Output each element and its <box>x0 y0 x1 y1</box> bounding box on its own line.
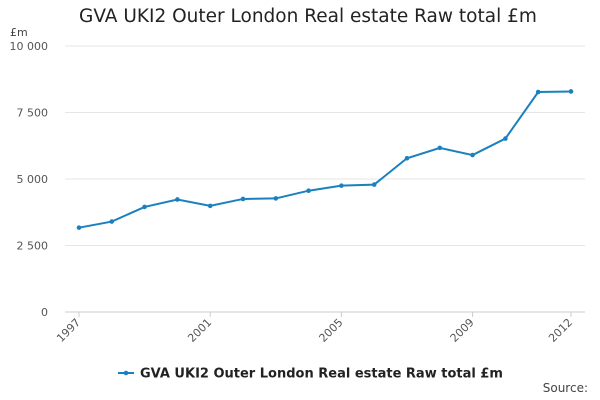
x-tick-label: 2005 <box>317 316 346 345</box>
series-group <box>76 89 574 230</box>
data-point[interactable] <box>503 136 508 141</box>
data-point[interactable] <box>109 219 115 224</box>
x-tick-label: 2012 <box>546 316 575 345</box>
legend-label: GVA UKI2 Outer London Real estate Raw to… <box>140 367 503 382</box>
legend[interactable]: GVA UKI2 Outer London Real estate Raw to… <box>118 367 503 382</box>
data-point[interactable] <box>207 203 213 209</box>
chart-title: GVA UKI2 Outer London Real estate Raw to… <box>79 6 537 27</box>
legend-marker <box>123 370 129 376</box>
series-line[interactable] <box>78 90 572 229</box>
data-point[interactable] <box>404 155 410 161</box>
grid-lines <box>65 45 585 246</box>
x-tick-label: 2001 <box>185 316 214 345</box>
data-point[interactable] <box>371 182 377 187</box>
y-tick-label: 7 500 <box>17 107 49 120</box>
data-point[interactable] <box>273 196 279 201</box>
data-point[interactable] <box>142 204 147 210</box>
y-tick-label: 10 000 <box>10 40 49 53</box>
data-point[interactable] <box>175 197 180 202</box>
y-axis-unit-label: £m <box>10 26 28 39</box>
data-point[interactable] <box>535 89 541 95</box>
data-point[interactable] <box>437 145 443 151</box>
x-tick-label: 1997 <box>54 316 83 345</box>
data-point[interactable] <box>470 152 475 158</box>
y-tick-label: 5 000 <box>17 173 49 186</box>
data-point[interactable] <box>76 225 82 230</box>
data-point[interactable] <box>339 183 344 188</box>
data-point[interactable] <box>568 89 574 94</box>
source-label[interactable]: Source: <box>542 381 588 395</box>
y-tick-label: 2 500 <box>17 240 49 253</box>
data-point[interactable] <box>306 188 311 194</box>
x-tick-label: 2009 <box>448 316 477 345</box>
y-tick-label: 0 <box>41 306 48 319</box>
data-point[interactable] <box>240 196 246 202</box>
